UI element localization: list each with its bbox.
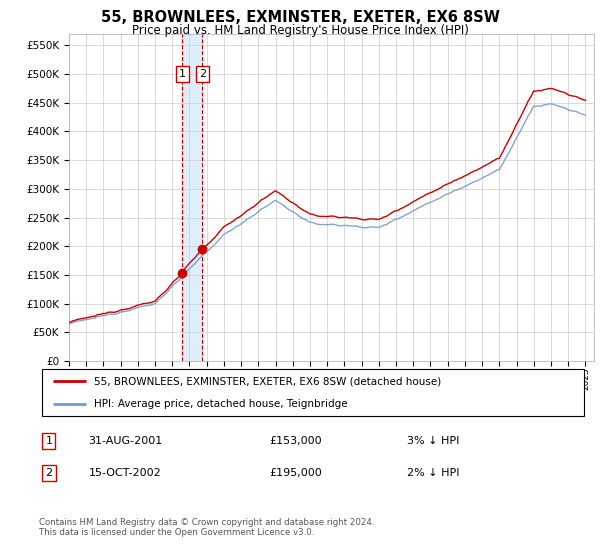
- Bar: [182, 34, 202, 361]
- FancyBboxPatch shape: [42, 369, 584, 416]
- Text: 2: 2: [199, 69, 206, 79]
- Text: £153,000: £153,000: [269, 436, 322, 446]
- Text: 15-OCT-2002: 15-OCT-2002: [88, 468, 161, 478]
- Text: Contains HM Land Registry data © Crown copyright and database right 2024.
This d: Contains HM Land Registry data © Crown c…: [39, 518, 374, 538]
- Text: 55, BROWNLEES, EXMINSTER, EXETER, EX6 8SW: 55, BROWNLEES, EXMINSTER, EXETER, EX6 8S…: [101, 10, 499, 25]
- Text: 55, BROWNLEES, EXMINSTER, EXETER, EX6 8SW (detached house): 55, BROWNLEES, EXMINSTER, EXETER, EX6 8S…: [94, 376, 441, 386]
- Text: 2% ↓ HPI: 2% ↓ HPI: [407, 468, 460, 478]
- Text: 31-AUG-2001: 31-AUG-2001: [88, 436, 163, 446]
- Text: 1: 1: [179, 69, 186, 79]
- Text: 2: 2: [46, 468, 52, 478]
- Text: 1: 1: [46, 436, 52, 446]
- Text: 3% ↓ HPI: 3% ↓ HPI: [407, 436, 459, 446]
- Text: HPI: Average price, detached house, Teignbridge: HPI: Average price, detached house, Teig…: [94, 399, 347, 409]
- Text: £195,000: £195,000: [269, 468, 322, 478]
- Text: Price paid vs. HM Land Registry's House Price Index (HPI): Price paid vs. HM Land Registry's House …: [131, 24, 469, 36]
